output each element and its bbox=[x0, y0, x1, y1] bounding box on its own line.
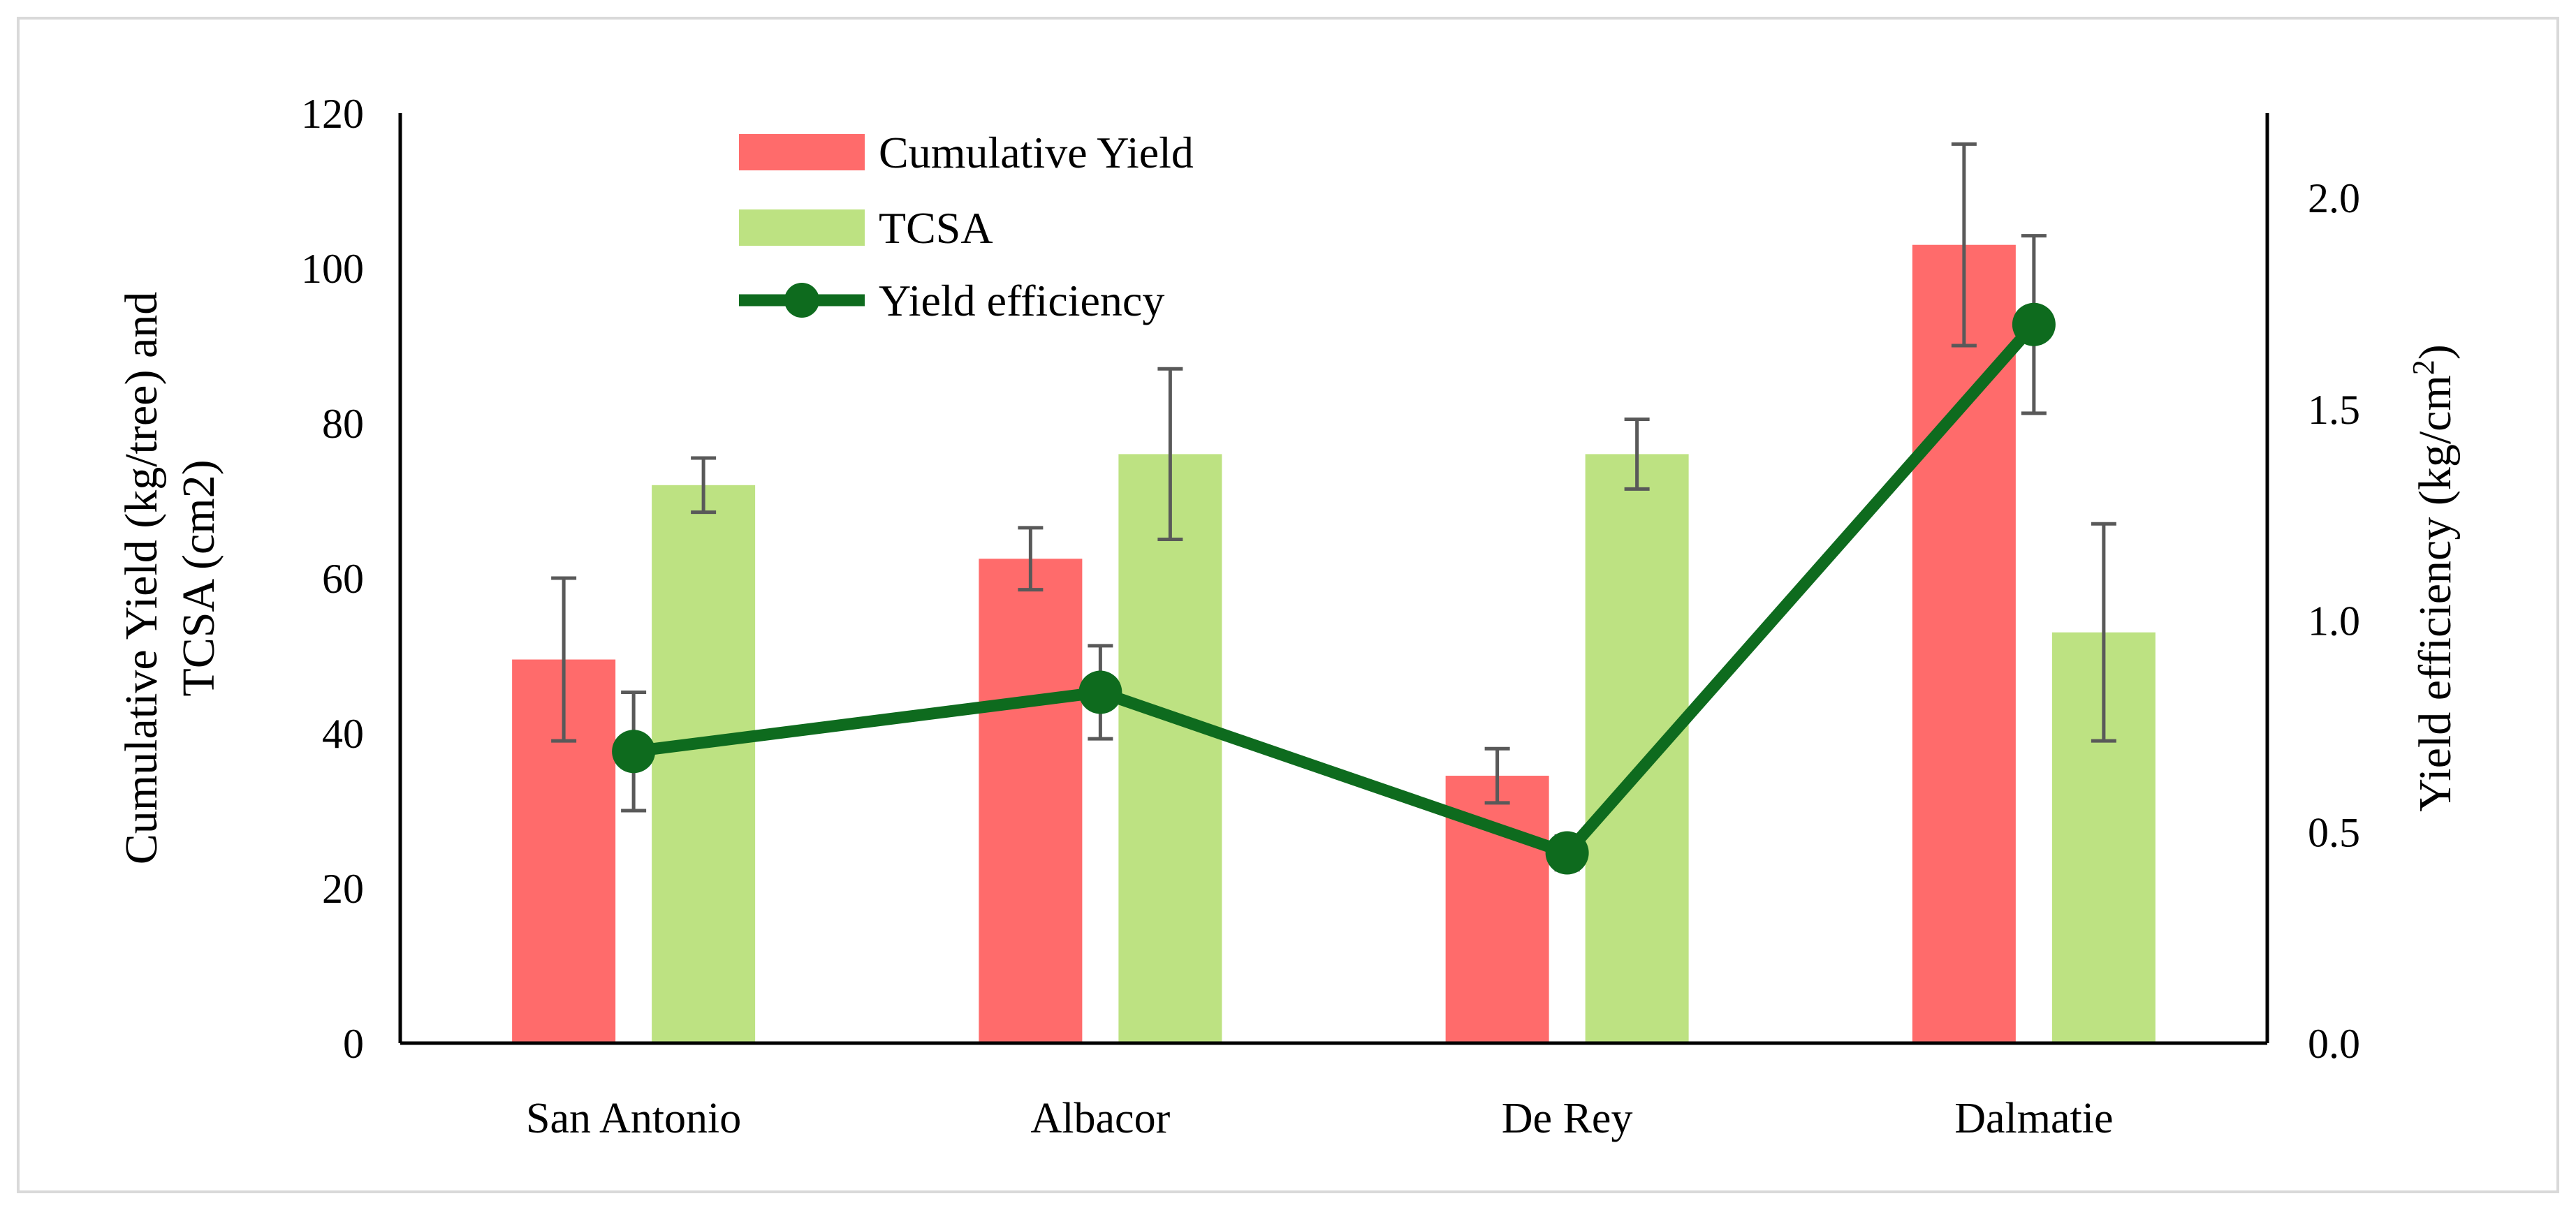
chart-frame: 0 20 40 60 80 100 120 0.0 0.5 1.0 1.5 2.0 San Antoni… bbox=[17, 17, 2559, 1193]
ticks-layer: 0 20 40 60 80 100 120 0.0 0.5 1.0 1.5 2.0 San Antoni… bbox=[301, 91, 2360, 1142]
legend: Cumulative Yield TCSA Yield efficiency bbox=[739, 128, 1194, 325]
bar-cumulative-yield-3 bbox=[1912, 244, 2016, 1044]
bar-tcsa-2 bbox=[1585, 454, 1689, 1043]
axes-layer bbox=[398, 113, 2269, 1045]
left-tick-label: 20 bbox=[322, 866, 364, 912]
left-tick-label: 40 bbox=[322, 711, 364, 757]
axis-titles-layer: Cumulative Yield (kg/tree) and TCSA (cm2)… bbox=[116, 292, 2461, 865]
yield-efficiency-line bbox=[627, 318, 2040, 859]
x-category-label: De Rey bbox=[1502, 1095, 1633, 1142]
right-axis-title-main: Yield efficiency (kg/cm bbox=[2410, 375, 2461, 812]
right-axis-title: Yield efficiency (kg/cm2) bbox=[2406, 344, 2461, 812]
left-tick-label: 80 bbox=[322, 401, 364, 447]
yield-efficiency-point-1 bbox=[1078, 670, 1122, 714]
legend-swatch-tcsa bbox=[739, 209, 865, 246]
yield-efficiency-point-0 bbox=[612, 730, 656, 774]
right-tick-label: 0.0 bbox=[2308, 1021, 2360, 1067]
left-tick-label: 100 bbox=[301, 246, 364, 292]
chart: 0 20 40 60 80 100 120 0.0 0.5 1.0 1.5 2.0 San Antoni… bbox=[116, 91, 2461, 1142]
legend-item-cumulative-yield: Cumulative Yield bbox=[739, 128, 1194, 177]
error-bar-tcsa-1 bbox=[1157, 367, 1183, 541]
error-bar-cumulative-yield-3 bbox=[1951, 142, 1977, 348]
right-tick-label: 1.0 bbox=[2308, 598, 2360, 644]
right-tick-label: 1.5 bbox=[2308, 387, 2360, 433]
line-layer bbox=[612, 302, 2056, 875]
left-axis-title-line: TCSA (cm2) bbox=[173, 459, 224, 696]
right-axis-title-tail: ) bbox=[2410, 344, 2461, 360]
error-bar-tcsa-3 bbox=[2091, 522, 2116, 743]
left-axis-title-line: Cumulative Yield (kg/tree) and bbox=[116, 292, 167, 865]
right-axis-title-sup: 2 bbox=[2406, 360, 2440, 375]
legend-label-cumulative-yield: Cumulative Yield bbox=[879, 128, 1194, 177]
bar-tcsa-0 bbox=[652, 485, 756, 1043]
legend-swatch-cumulative-yield bbox=[739, 134, 865, 170]
x-category-label: Albacor bbox=[1031, 1095, 1171, 1142]
yield-efficiency-point-3 bbox=[2012, 302, 2056, 346]
left-tick-label: 0 bbox=[343, 1021, 364, 1067]
legend-swatch-marker-yield-efficiency bbox=[784, 283, 819, 318]
error-bars-layer bbox=[551, 142, 2116, 872]
legend-item-tcsa: TCSA bbox=[739, 203, 993, 253]
error-bar-tcsa-2 bbox=[1624, 417, 1650, 491]
legend-label-tcsa: TCSA bbox=[879, 203, 993, 253]
left-tick-label: 120 bbox=[301, 91, 364, 137]
bar-cumulative-yield-1 bbox=[979, 559, 1083, 1043]
error-bar-cumulative-yield-0 bbox=[551, 576, 577, 743]
left-tick-label: 60 bbox=[322, 556, 364, 602]
legend-item-yield-efficiency: Yield efficiency bbox=[739, 276, 1164, 325]
bars-layer bbox=[512, 244, 2156, 1044]
right-tick-label: 2.0 bbox=[2308, 175, 2360, 221]
left-axis-title: Cumulative Yield (kg/tree) and TCSA (cm2) bbox=[116, 292, 224, 865]
x-category-label: Dalmatie bbox=[1954, 1095, 2113, 1142]
error-bar-cumulative-yield-1 bbox=[1018, 526, 1044, 592]
right-tick-label: 0.5 bbox=[2308, 809, 2360, 855]
error-bar-cumulative-yield-2 bbox=[1484, 746, 1510, 805]
error-bar-tcsa-0 bbox=[691, 456, 717, 515]
bar-tcsa-1 bbox=[1118, 454, 1222, 1043]
yield-efficiency-point-2 bbox=[1545, 831, 1589, 875]
legend-label-yield-efficiency: Yield efficiency bbox=[879, 276, 1164, 325]
x-category-label: San Antonio bbox=[526, 1095, 741, 1142]
